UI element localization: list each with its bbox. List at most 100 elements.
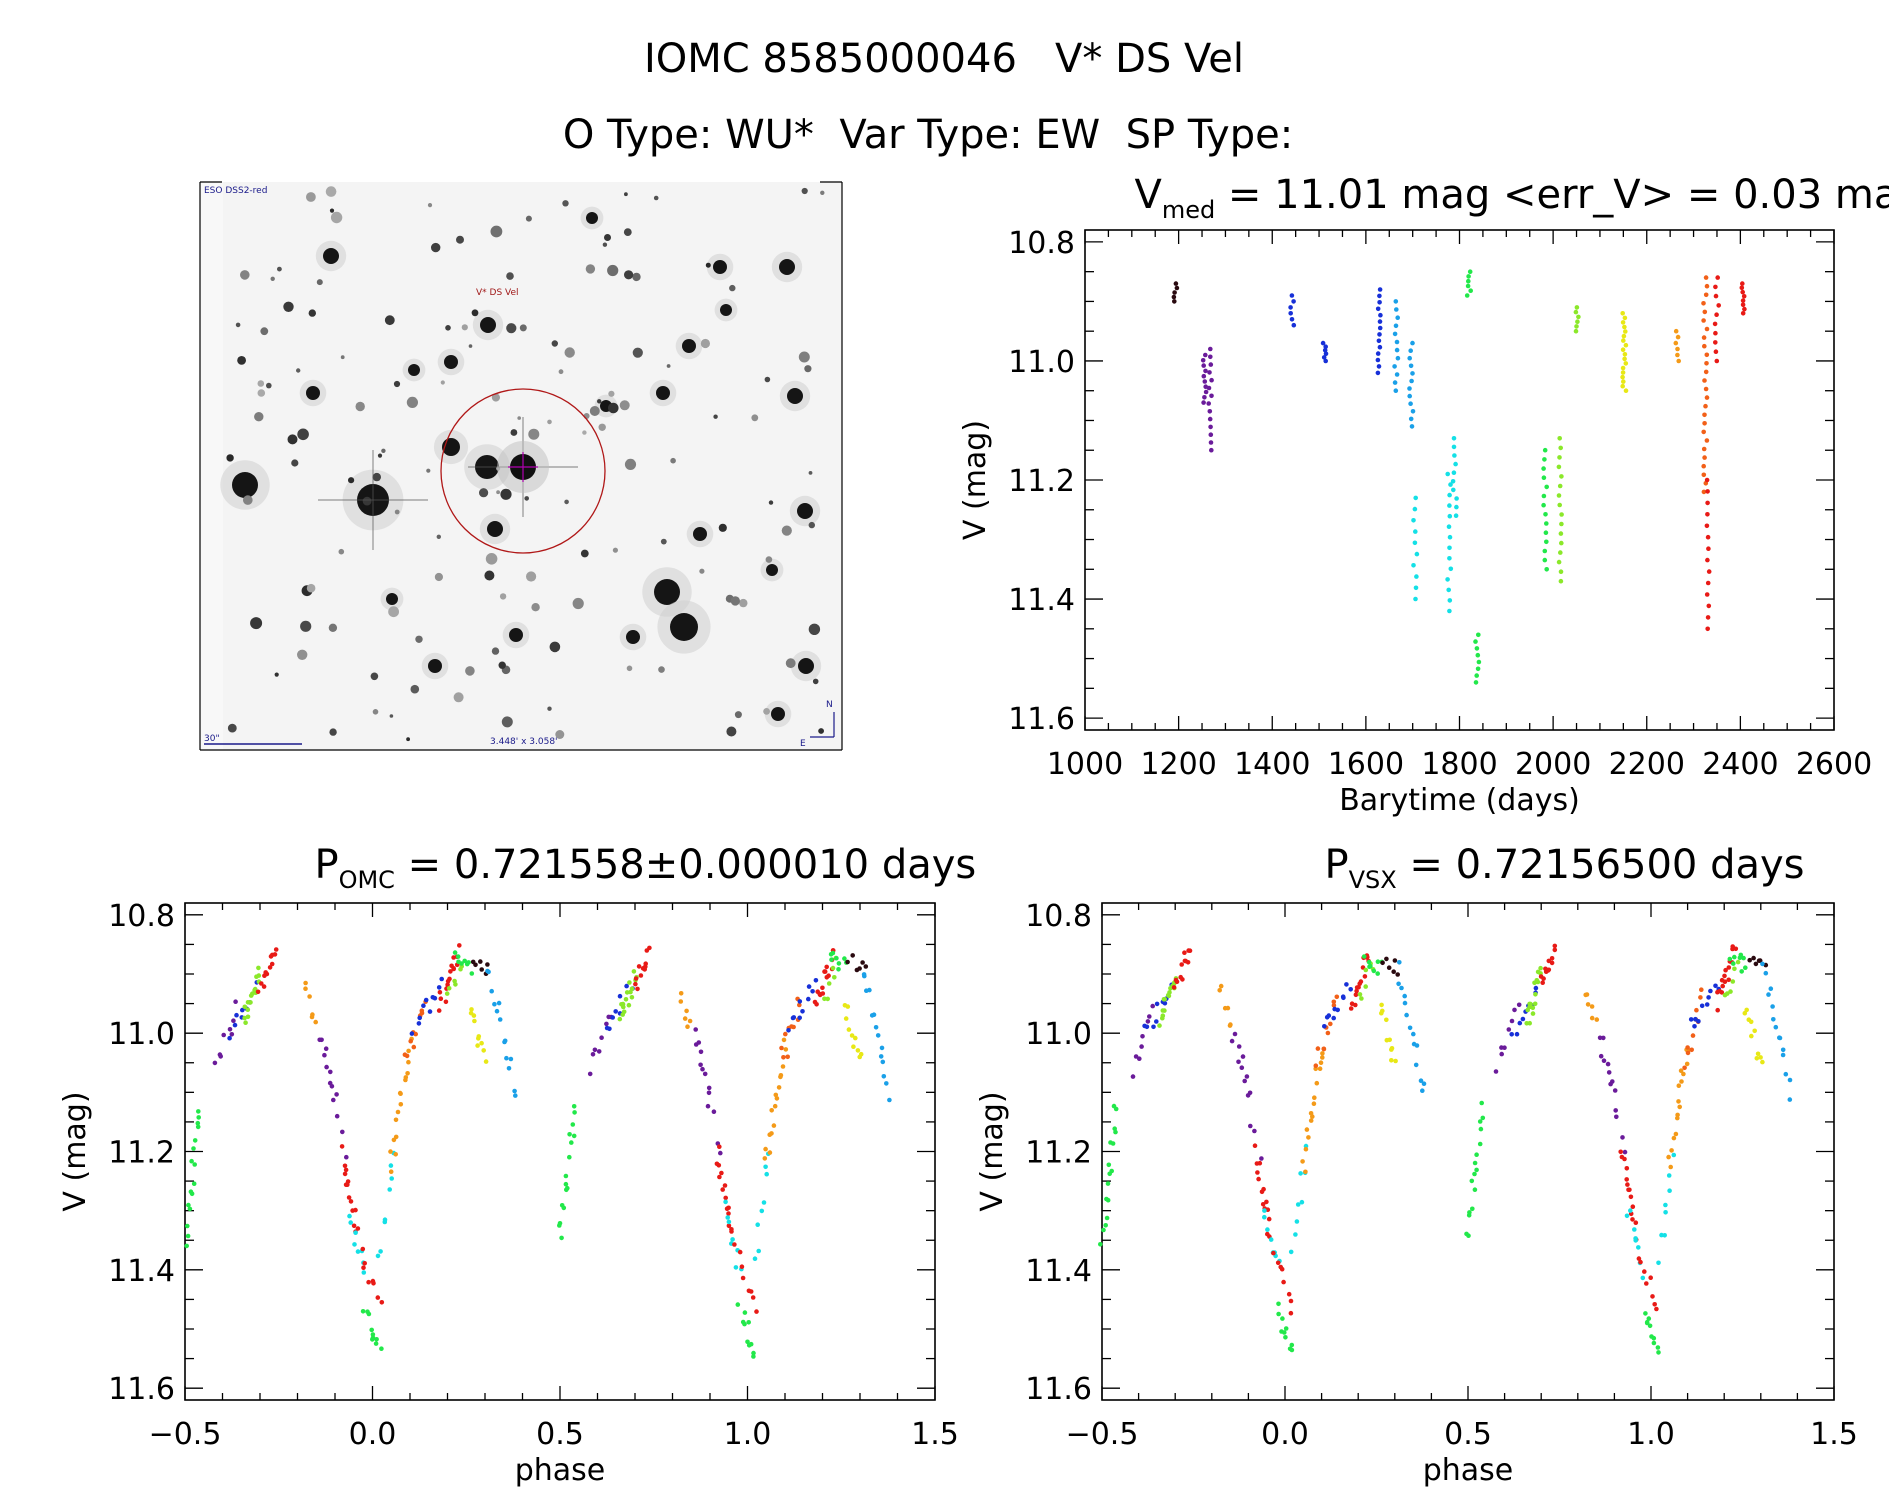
- phase-vsx-point: [1723, 967, 1728, 973]
- lightcurve-point: [1411, 518, 1416, 523]
- phase-vsx-point: [1368, 963, 1373, 969]
- phase-omc-point: [774, 1096, 780, 1101]
- star: [763, 708, 770, 715]
- phase-omc-point: [767, 1150, 773, 1155]
- phase-omc-point: [785, 1054, 790, 1060]
- phase-vsx-point: [1552, 947, 1558, 953]
- phase-vsx-point: [1726, 977, 1731, 983]
- phase-vsx-point: [1282, 1330, 1287, 1335]
- star: [227, 723, 237, 733]
- lightcurve-point: [1445, 577, 1450, 582]
- phase-omc-point: [313, 1019, 319, 1025]
- phase-omc-point: [742, 1321, 747, 1327]
- phase-vsx-point: [1421, 1081, 1427, 1086]
- lightcurve-point: [1208, 346, 1213, 352]
- phase-vsx-point: [1113, 1106, 1119, 1112]
- phase-omc-point: [867, 987, 872, 993]
- phase-vsx-point: [1760, 961, 1765, 967]
- phase-vsx-point: [1780, 1052, 1786, 1058]
- lightcurve-point: [1701, 318, 1706, 323]
- phase-omc-point: [445, 982, 450, 988]
- phase-omc-point: [438, 996, 444, 1001]
- star: [274, 672, 279, 677]
- star: [389, 714, 394, 718]
- phase-omc-point: [245, 1014, 251, 1020]
- phase-omc-point: [360, 1309, 366, 1314]
- lightcurve-point: [1395, 355, 1401, 361]
- phase-omc-point: [750, 1295, 756, 1300]
- phase-omc-point: [887, 1097, 892, 1103]
- phase-vsx-point: [1348, 1006, 1354, 1011]
- phase-vsx-point: [1757, 958, 1763, 963]
- phase-omc-point: [393, 1152, 399, 1157]
- star: [739, 598, 748, 608]
- lightcurve-point: [1543, 530, 1549, 535]
- phase-vsx-point: [1389, 1058, 1394, 1063]
- phase-omc-point: [353, 1230, 358, 1235]
- phase-vsx-point: [1502, 1045, 1507, 1050]
- lightcurve-point: [1705, 512, 1710, 517]
- phase-vsx-point: [1218, 983, 1224, 989]
- phase-omc-point: [836, 961, 842, 966]
- phase-omc-point: [810, 989, 815, 994]
- lightcurve-point: [1544, 521, 1549, 526]
- phase-vsx-point: [1787, 1077, 1793, 1083]
- phase-vsx-point: [1630, 1217, 1635, 1222]
- phase-vsx-point: [1538, 965, 1543, 971]
- lightcurve-point: [1622, 315, 1628, 321]
- phase-vsx-point: [1289, 1347, 1295, 1353]
- target-circle: [440, 388, 606, 554]
- star: [585, 264, 596, 274]
- star: [348, 477, 355, 484]
- phase-omc-point: [832, 975, 837, 980]
- phase-omc-point: [725, 1215, 730, 1220]
- phase-omc-point: [439, 976, 445, 982]
- phase-omc-point: [355, 1249, 361, 1254]
- phase-vsx-point: [1633, 1220, 1639, 1225]
- lightcurve-point: [1445, 471, 1450, 477]
- phase-vsx-point: [1320, 1055, 1325, 1060]
- lightcurve-point: [1201, 363, 1206, 368]
- phase-omc-point: [776, 1085, 782, 1090]
- phase-omc-point: [869, 1013, 875, 1018]
- lightcurve-point: [1704, 361, 1709, 366]
- phase-vsx-xlabel: phase: [1423, 1453, 1514, 1488]
- star: [496, 490, 500, 495]
- phase-omc-ytick-label: 11.6: [108, 1372, 175, 1407]
- phase-omc-point: [759, 1208, 765, 1214]
- phase-omc-point: [778, 1073, 784, 1078]
- lightcurve-point: [1408, 363, 1414, 369]
- phase-vsx-point: [1753, 961, 1759, 967]
- star: [693, 527, 707, 541]
- star: [434, 572, 443, 582]
- phase-omc-point: [317, 1037, 323, 1043]
- lightcurve-point: [1558, 569, 1564, 574]
- lightcurve-point: [1620, 347, 1626, 353]
- lightcurve-point: [1320, 340, 1326, 346]
- phase-omc-point: [378, 1249, 383, 1254]
- phase-omc-point: [483, 1059, 489, 1064]
- star: [325, 186, 337, 197]
- lightcurve-point: [1446, 524, 1452, 529]
- phase-omc-point: [590, 1052, 596, 1057]
- phase-vsx-point: [1402, 993, 1407, 999]
- lightcurve-point: [1465, 283, 1471, 289]
- phase-omc-point: [221, 1032, 226, 1038]
- star: [624, 458, 637, 470]
- phase-vsx-point: [1395, 972, 1400, 977]
- lightcurve-point: [1621, 333, 1627, 339]
- star: [713, 260, 727, 274]
- phase-omc-ytick-label: 11.4: [108, 1254, 175, 1289]
- phase-vsx-title-sub: VSX: [1349, 866, 1397, 894]
- phase-omc-point: [845, 959, 850, 965]
- lightcurve-point: [1704, 592, 1710, 597]
- lightcurve-point: [1393, 388, 1399, 394]
- phase-omc-point: [416, 1021, 422, 1026]
- lightcurve-point: [1393, 323, 1399, 329]
- phase-vsx-point: [1527, 1020, 1532, 1026]
- lightcurve-point: [1378, 312, 1383, 318]
- phase-vsx-point: [1472, 1160, 1478, 1166]
- compass-north-label: N: [826, 700, 833, 710]
- star: [547, 706, 552, 711]
- star: [291, 459, 299, 467]
